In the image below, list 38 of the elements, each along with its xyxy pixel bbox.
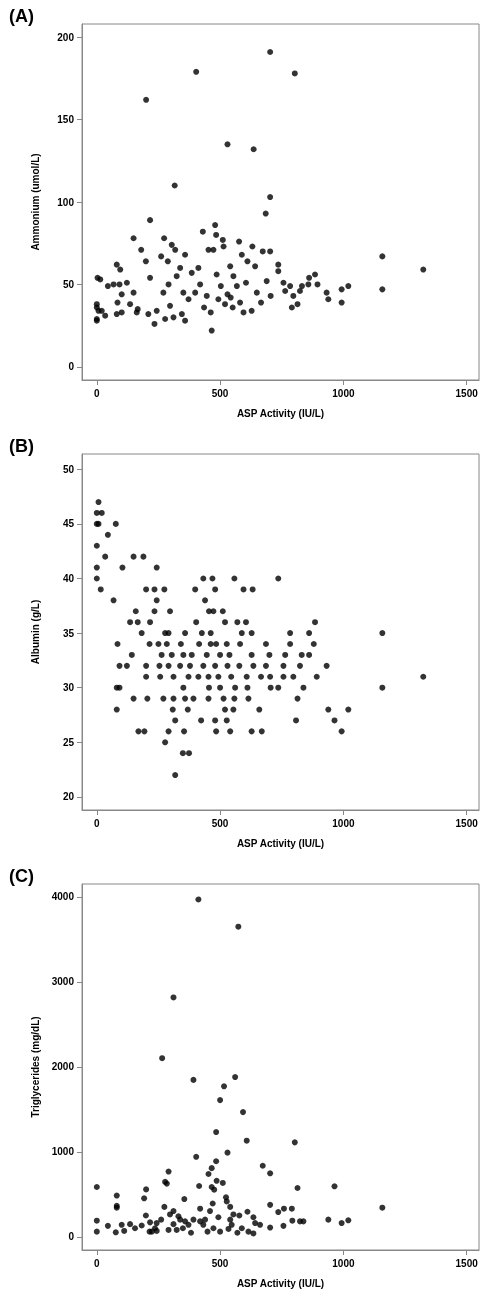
x-axis-title: ASP Activity (IU/L)	[236, 1277, 325, 1289]
y-axis-title: Albumin (g/L)	[29, 599, 41, 665]
y-tick-label: 0	[68, 1231, 75, 1243]
y-tick-label: 40	[62, 572, 75, 584]
y-tick-label: 0	[68, 361, 75, 373]
x-tick-label: 0	[94, 387, 101, 399]
y-tick-label: 30	[62, 682, 75, 694]
x-tick-label: 1500	[455, 817, 479, 829]
x-tick-label: 500	[211, 1257, 229, 1269]
x-axis-title: ASP Activity (IU/L)	[236, 837, 325, 849]
y-tick-label: 100	[57, 196, 75, 208]
x-axis-title: ASP Activity (IU/L)	[236, 407, 325, 419]
x-tick-label: 1000	[332, 387, 355, 399]
y-tick-label: 200	[57, 31, 75, 43]
x-tick-label: 0	[94, 817, 101, 829]
y-tick-label: 1000	[51, 1146, 75, 1158]
x-tick-label: 1500	[455, 1257, 479, 1269]
chart-title: (C)	[9, 866, 34, 886]
y-tick-label: 25	[62, 736, 75, 748]
y-tick-label: 50	[62, 463, 75, 475]
y-axis-title: Triglycerides (mg/dL)	[29, 1016, 41, 1118]
y-tick-label: 4000	[51, 891, 75, 903]
y-axis-title: Ammonium (umol/L)	[29, 153, 41, 251]
y-tick-label: 20	[62, 791, 75, 803]
y-tick-label: 2000	[51, 1061, 75, 1073]
chart-title: (A)	[9, 6, 34, 26]
x-tick-label: 1000	[332, 1257, 355, 1269]
y-tick-label: 3000	[51, 976, 75, 988]
chart-title: (B)	[9, 436, 34, 456]
x-tick-label: 1000	[332, 817, 355, 829]
x-tick-label: 500	[211, 387, 229, 399]
y-tick-label: 150	[57, 114, 75, 126]
x-tick-label: 500	[211, 817, 229, 829]
x-tick-label: 1500	[455, 387, 479, 399]
y-tick-label: 50	[62, 278, 75, 290]
x-tick-label: 0	[94, 1257, 101, 1269]
y-tick-label: 35	[62, 627, 75, 639]
y-tick-label: 45	[62, 518, 75, 530]
